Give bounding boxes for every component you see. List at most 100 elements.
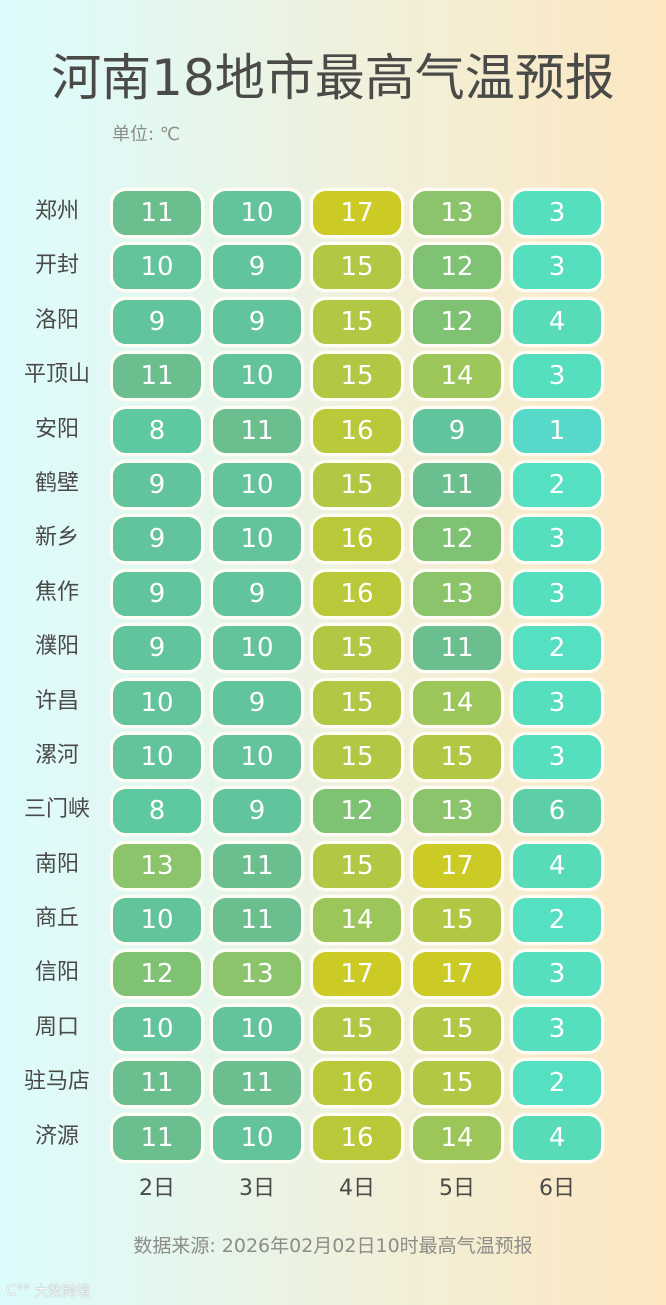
temperature-cell: 1 (510, 405, 604, 456)
temperature-cell: 15 (310, 1003, 404, 1054)
temperature-cell: 13 (410, 568, 504, 619)
temperature-cell: 10 (210, 514, 304, 565)
temperature-cell: 10 (210, 459, 304, 510)
temperature-cell: 9 (210, 242, 304, 293)
temperature-cell: 12 (410, 296, 504, 347)
temperature-cell: 15 (310, 731, 404, 782)
temperature-cell: 3 (510, 731, 604, 782)
temperature-cell: 12 (410, 514, 504, 565)
temperature-cell: 10 (110, 731, 204, 782)
city-label: 周口 (34, 1014, 79, 1040)
table-row: 南阳 13 11 15 17 4 (0, 840, 666, 895)
logo-icon: ᑕ°° (6, 1283, 31, 1299)
temperature-cell: 3 (510, 351, 604, 402)
temperature-cell: 17 (310, 949, 404, 1000)
temperature-cell: 12 (110, 949, 204, 1000)
table-row: 安阳 8 11 16 9 1 (0, 405, 666, 460)
city-label: 洛阳 (34, 307, 79, 333)
city-label: 新乡 (34, 525, 79, 551)
day-label: 6日 (539, 1176, 575, 1201)
temperature-cell: 10 (110, 242, 204, 293)
page-title: 河南18地市最高气温预报 (51, 49, 615, 107)
temperature-cell: 4 (510, 840, 604, 891)
temperature-cell: 10 (110, 677, 204, 728)
temperature-cell: 15 (310, 677, 404, 728)
temperature-cell: 13 (410, 786, 504, 837)
temperature-cell: 10 (110, 1003, 204, 1054)
temperature-cell: 15 (410, 1058, 504, 1109)
temperature-cell: 3 (510, 568, 604, 619)
temperature-cell: 10 (210, 188, 304, 238)
temperature-cell: 15 (410, 895, 504, 946)
temperature-cell: 11 (110, 188, 204, 238)
table-row: 新乡 9 10 16 12 3 (0, 514, 666, 568)
temperature-cell: 3 (510, 1003, 604, 1054)
temperature-cell: 11 (210, 895, 304, 946)
table-row: 焦作 9 9 16 13 3 (0, 568, 666, 623)
day-label: 3日 (239, 1176, 275, 1201)
city-label: 开封 (34, 253, 79, 279)
temperature-cell: 4 (510, 1112, 604, 1163)
temperature-cell: 16 (310, 514, 404, 565)
temperature-cell: 10 (210, 623, 304, 674)
temperature-cell: 3 (510, 514, 604, 565)
temperature-cell: 3 (510, 188, 604, 238)
temperature-cell: 3 (510, 949, 604, 1000)
day-axis: 2日 3日 4日 5日 6日 (0, 1170, 666, 1204)
temperature-cell: 15 (310, 459, 404, 510)
temperature-cell: 9 (110, 623, 204, 674)
temperature-cell: 14 (410, 351, 504, 402)
temperature-cell: 14 (410, 1112, 504, 1163)
table-row: 郑州 11 10 17 13 3 (0, 188, 666, 242)
temperature-cell: 9 (210, 568, 304, 619)
temperature-cell: 15 (310, 296, 404, 347)
table-row: 信阳 12 13 17 17 3 (0, 949, 666, 1003)
temperature-cell: 11 (110, 1058, 204, 1109)
temperature-cell: 2 (510, 623, 604, 674)
temperature-cell: 2 (510, 459, 604, 510)
table-row: 驻马店 11 11 16 15 2 (0, 1058, 666, 1112)
table-row: 平顶山 11 10 15 14 3 (0, 351, 666, 405)
temperature-cell: 8 (110, 786, 204, 837)
city-label: 南阳 (34, 851, 79, 877)
temperature-cell: 17 (410, 840, 504, 891)
table-row: 许昌 10 9 15 14 3 (0, 677, 666, 732)
temperature-cell: 16 (310, 405, 404, 456)
city-label: 驻马店 (23, 1069, 90, 1095)
temperature-cell: 9 (210, 677, 304, 728)
temperature-cell: 14 (310, 895, 404, 946)
table-row: 开封 10 9 15 12 3 (0, 242, 666, 296)
temperature-cell: 6 (510, 786, 604, 837)
temperature-cell: 16 (310, 568, 404, 619)
temperature-cell: 15 (310, 351, 404, 402)
temperature-grid: 郑州 11 10 17 13 3 开封 10 9 15 12 3 洛阳 9 9 15 12 4 平顶山 11 10 15 1… (0, 188, 666, 1167)
temperature-cell: 10 (110, 895, 204, 946)
table-row: 漯河 10 10 15 15 3 (0, 731, 666, 786)
temperature-cell: 2 (510, 1058, 604, 1109)
temperature-cell: 14 (410, 677, 504, 728)
table-row: 商丘 10 11 14 15 2 (0, 895, 666, 949)
city-label: 鹤壁 (34, 470, 79, 496)
temperature-cell: 11 (410, 459, 504, 510)
city-label: 济源 (34, 1123, 79, 1149)
city-label: 三门峡 (23, 797, 90, 823)
temperature-cell: 10 (210, 1003, 304, 1054)
table-row: 济源 11 10 16 14 4 (0, 1112, 666, 1167)
table-row: 鹤壁 9 10 15 11 2 (0, 459, 666, 514)
temperature-cell: 11 (410, 623, 504, 674)
day-label: 2日 (139, 1176, 175, 1201)
city-label: 濮阳 (34, 634, 79, 660)
temperature-cell: 11 (210, 405, 304, 456)
temperature-cell: 15 (410, 1003, 504, 1054)
temperature-cell: 9 (210, 786, 304, 837)
city-label: 漯河 (34, 742, 79, 768)
city-label: 信阳 (34, 960, 79, 986)
temperature-cell: 10 (210, 1112, 304, 1163)
city-label: 许昌 (34, 688, 79, 714)
temperature-cell: 9 (110, 296, 204, 347)
temperature-cell: 9 (410, 405, 504, 456)
temperature-cell: 12 (410, 242, 504, 293)
temperature-cell: 13 (210, 949, 304, 1000)
temperature-cell: 13 (110, 840, 204, 891)
temperature-cell: 11 (110, 1112, 204, 1163)
